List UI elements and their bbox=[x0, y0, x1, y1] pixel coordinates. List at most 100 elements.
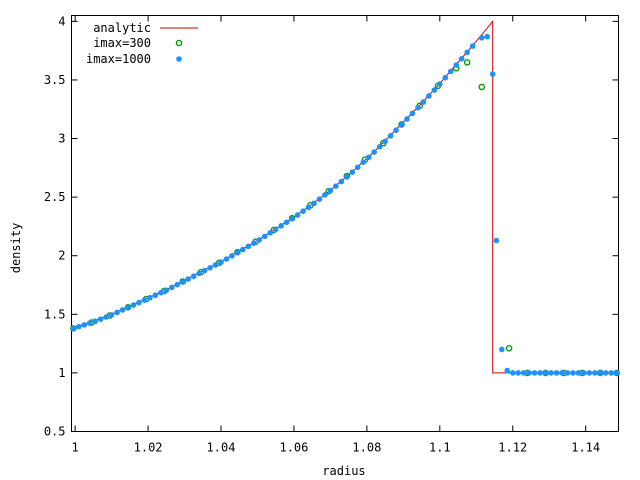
y-axis-ticks: 0.5 1 1.5 2 2.5 3 3.5 4 bbox=[44, 14, 619, 439]
point-imax1000 bbox=[548, 370, 554, 376]
point-imax1000 bbox=[283, 219, 290, 226]
point-imax1000 bbox=[581, 370, 587, 376]
point-imax300 bbox=[505, 344, 513, 352]
point-imax1000 bbox=[371, 149, 377, 155]
point-imax1000 bbox=[201, 267, 208, 274]
x-axis-label: radius bbox=[322, 464, 365, 478]
point-imax1000 bbox=[218, 259, 224, 265]
legend-label-imax1000: imax=1000 bbox=[86, 52, 151, 66]
point-imax1000 bbox=[245, 243, 252, 250]
point-imax1000 bbox=[382, 138, 388, 145]
point-imax1000 bbox=[240, 246, 246, 253]
plot-border bbox=[71, 15, 619, 432]
point-imax1000 bbox=[130, 302, 137, 308]
point-imax1000 bbox=[294, 212, 301, 218]
point-imax1000 bbox=[493, 237, 500, 244]
point-imax1000 bbox=[261, 233, 268, 240]
plot-frame bbox=[71, 15, 619, 432]
legend: analytic imax=300 imax=1000 bbox=[86, 21, 198, 66]
x-tick-label: 1.14 bbox=[571, 441, 600, 455]
point-imax1000 bbox=[431, 87, 438, 93]
x-tick-label: 1.1 bbox=[429, 441, 451, 455]
point-imax1000 bbox=[453, 62, 460, 68]
point-imax1000 bbox=[520, 370, 527, 376]
point-imax1000 bbox=[103, 314, 109, 320]
point-imax1000 bbox=[179, 279, 186, 285]
point-imax1000 bbox=[542, 370, 549, 376]
point-imax1000 bbox=[415, 104, 421, 111]
point-imax1000 bbox=[86, 320, 93, 326]
point-imax1000 bbox=[322, 192, 328, 198]
point-imax1000 bbox=[229, 253, 235, 259]
point-imax1000 bbox=[223, 256, 230, 262]
point-imax1000 bbox=[278, 223, 284, 229]
point-imax1000 bbox=[376, 143, 383, 150]
point-imax1000 bbox=[469, 43, 476, 49]
point-imax1000 bbox=[147, 294, 153, 301]
point-imax1000 bbox=[174, 281, 181, 288]
point-imax1000 bbox=[349, 169, 356, 175]
point-imax1000 bbox=[360, 159, 367, 166]
legend-marker-imax300 bbox=[175, 39, 183, 47]
point-imax1000 bbox=[442, 74, 449, 81]
point-imax1000 bbox=[333, 183, 339, 189]
legend-label-analytic: analytic bbox=[93, 21, 151, 35]
y-tick-label: 4 bbox=[58, 14, 65, 28]
point-imax1000 bbox=[207, 264, 213, 271]
point-imax1000 bbox=[575, 370, 582, 376]
point-imax1000 bbox=[108, 312, 115, 318]
point-imax1000 bbox=[526, 370, 532, 376]
point-imax1000 bbox=[152, 292, 159, 299]
y-axis-label: density bbox=[9, 223, 23, 274]
point-imax1000 bbox=[338, 178, 345, 185]
point-imax1000 bbox=[509, 370, 516, 376]
point-imax1000 bbox=[119, 307, 126, 313]
point-imax1000 bbox=[185, 276, 191, 282]
point-imax1000 bbox=[570, 370, 576, 376]
y-tick-label: 3.5 bbox=[44, 73, 66, 87]
point-imax1000 bbox=[597, 370, 604, 376]
x-tick-label: 1.12 bbox=[498, 441, 527, 455]
point-imax1000 bbox=[97, 316, 104, 322]
point-imax1000 bbox=[305, 204, 312, 211]
point-imax1000 bbox=[464, 49, 470, 56]
point-imax1000 bbox=[484, 33, 491, 40]
point-imax1000 bbox=[499, 346, 505, 353]
point-imax1000 bbox=[81, 322, 88, 328]
x-axis-ticks: 1 1.02 1.04 1.06 1.08 1.1 1.12 1.14 bbox=[72, 15, 600, 455]
y-tick-label: 3 bbox=[58, 132, 65, 146]
point-imax1000 bbox=[553, 370, 560, 376]
point-imax1000 bbox=[437, 81, 443, 87]
point-imax1000 bbox=[190, 273, 197, 280]
x-tick-label: 1.08 bbox=[352, 441, 381, 455]
point-imax1000 bbox=[158, 289, 164, 296]
y-tick-label: 0.5 bbox=[44, 425, 66, 439]
point-imax1000 bbox=[426, 93, 432, 99]
point-imax1000 bbox=[613, 370, 620, 376]
point-imax1000 bbox=[564, 370, 571, 376]
point-imax1000 bbox=[478, 34, 485, 41]
y-tick-label: 2.5 bbox=[44, 190, 66, 204]
point-imax1000 bbox=[591, 370, 598, 376]
point-imax1000 bbox=[404, 116, 410, 122]
y-tick-label: 1 bbox=[58, 366, 65, 380]
point-imax1000 bbox=[559, 370, 565, 376]
point-imax1000 bbox=[393, 127, 399, 134]
y-tick-label: 2 bbox=[58, 249, 65, 263]
point-imax1000 bbox=[387, 133, 394, 139]
point-imax1000 bbox=[272, 226, 279, 233]
point-imax1000 bbox=[409, 110, 416, 117]
x-tick-label: 1.06 bbox=[279, 441, 308, 455]
point-imax1000 bbox=[354, 164, 361, 171]
point-imax1000 bbox=[537, 370, 543, 376]
legend-marker-imax1000 bbox=[176, 56, 182, 62]
point-imax1000 bbox=[256, 237, 263, 243]
x-tick-label: 1.02 bbox=[134, 441, 163, 455]
point-imax1000 bbox=[608, 370, 615, 376]
point-imax1000 bbox=[586, 370, 593, 376]
point-imax1000 bbox=[125, 304, 131, 311]
point-imax1000 bbox=[515, 370, 522, 376]
point-imax1000 bbox=[311, 200, 317, 207]
point-imax1000 bbox=[251, 240, 257, 246]
